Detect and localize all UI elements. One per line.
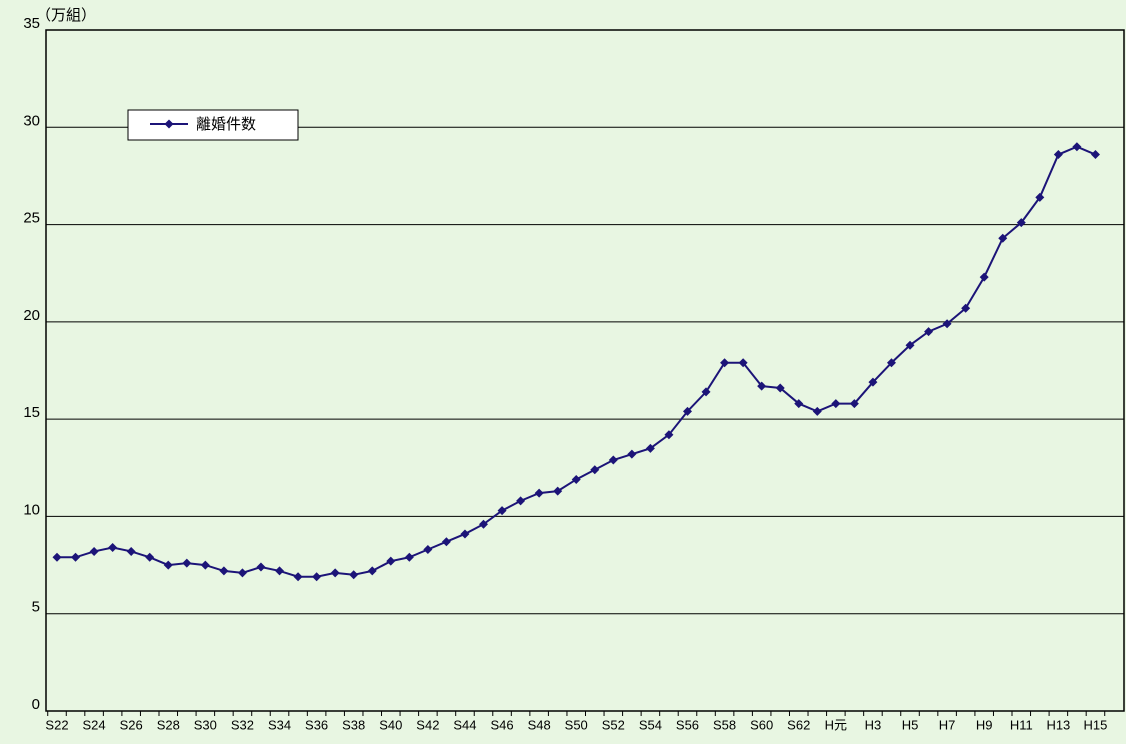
data-point [812,406,822,416]
data-point [998,233,1008,243]
data-point [386,556,396,566]
y-tick-label: 30 [23,112,40,129]
data-point [738,358,748,368]
x-tick-label: S50 [565,717,588,732]
x-tick-label: S54 [639,717,662,732]
data-point [571,474,581,484]
data-point [182,558,192,568]
data-point [312,572,322,582]
data-point [664,430,674,440]
x-tick-label: S28 [157,717,180,732]
data-point [905,340,915,350]
x-tick-label: S48 [528,717,551,732]
data-point [163,560,173,570]
data-point [423,545,433,555]
legend-marker [164,119,174,129]
data-point [367,566,377,576]
x-tick-label: H11 [1010,717,1033,732]
data-point [330,568,340,578]
y-tick-label: 0 [32,696,40,713]
x-axis: S22 S24 S26 S28 S30 S32 S34 S36 S38 S40 S42 S44 S46 S… [45,711,1107,732]
x-tick-label: S30 [194,717,217,732]
x-tick-label: S26 [120,717,143,732]
data-point [89,546,99,556]
data-point [71,552,81,562]
data-point [590,465,600,475]
data-point [924,327,934,337]
data-point [349,570,359,580]
data-point [608,455,618,465]
data-point [145,552,155,562]
data-point [1072,142,1082,152]
x-tick-label: S52 [602,717,625,732]
data-point [775,383,785,393]
data-point [1053,150,1063,160]
data-point [404,552,414,562]
x-tick-label: S58 [713,717,736,732]
y-tick-label: 35 [23,15,40,32]
y-tick-label: 10 [23,501,40,518]
x-tick-label: H3 [865,717,882,732]
data-point [126,546,136,556]
data-point [256,562,266,572]
data-point [757,381,767,391]
data-point [831,399,841,409]
legend-label: 離婚件数 [196,115,256,133]
data-point [720,358,730,368]
data-point [961,303,971,313]
data-point [645,443,655,453]
data-point [237,568,247,578]
x-tick-label: S34 [268,717,291,732]
data-point [553,486,563,496]
x-tick-label: S44 [453,717,476,732]
data-point [979,272,989,282]
y-tick-label: 20 [23,307,40,324]
x-tick-label: S42 [416,717,439,732]
data-point [219,566,229,576]
x-tick-label: S40 [379,717,402,732]
data-point [200,560,210,570]
x-tick-label: S22 [45,717,68,732]
data-point [942,319,952,329]
data-point [52,552,62,562]
data-point [516,496,526,506]
data-point [868,377,878,387]
data-point [627,449,637,459]
y-tick-label: 25 [23,210,40,227]
x-tick-label: S38 [342,717,365,732]
data-point [497,506,507,516]
data-point [1035,192,1045,202]
data-point [1090,150,1100,160]
x-tick-label: S60 [750,717,773,732]
data-point [534,488,544,498]
data-point [275,566,285,576]
x-tick-label: H7 [939,717,956,732]
x-tick-label: S24 [83,717,106,732]
data-point [441,537,451,547]
data-point [1016,218,1026,228]
x-tick-label: H13 [1046,717,1070,732]
x-tick-label: S62 [787,717,810,732]
data-point [701,387,711,397]
data-point [479,519,489,529]
data-point [682,406,692,416]
x-tick-label: S32 [231,717,254,732]
data-point [460,529,470,539]
x-tick-label: S56 [676,717,699,732]
y-unit-label: （万組） [36,7,96,24]
x-tick-label: H5 [902,717,919,732]
data-point [849,399,859,409]
data-point [886,358,896,368]
data-point [794,399,804,409]
x-tick-label: S36 [305,717,328,732]
x-tick-label: H9 [976,717,993,732]
y-tick-label: 5 [32,599,40,616]
data-point [293,572,303,582]
y-tick-label: 15 [23,404,40,421]
x-tick-label: S46 [490,717,513,732]
data-point [108,543,118,553]
x-tick-label: H元 [825,717,847,732]
x-tick-label: H15 [1084,717,1108,732]
